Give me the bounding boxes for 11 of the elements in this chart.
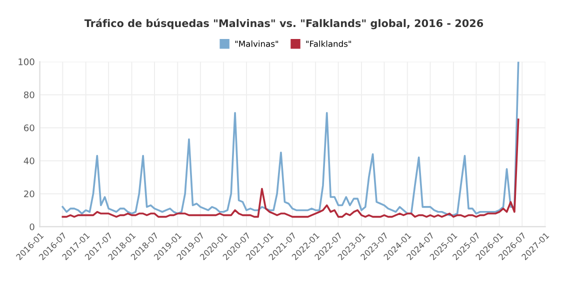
line-series [62,62,520,216]
y-tick-label: 0 [30,223,34,230]
legend-label: "Falklands" [306,40,351,47]
y-tick-label: 20 [24,190,34,198]
chart-title: Tráfico de búsquedas "Malvinas" vs. "Falklands" global, 2016 - 2026 [84,18,484,30]
y-tick-label: 40 [24,157,34,164]
y-tick-label: 80 [24,91,34,98]
legend-label: "Malvinas" [235,40,278,47]
y-tick-label: 60 [24,124,34,132]
y-tick-label: 100 [18,58,34,66]
line-series [62,118,520,218]
